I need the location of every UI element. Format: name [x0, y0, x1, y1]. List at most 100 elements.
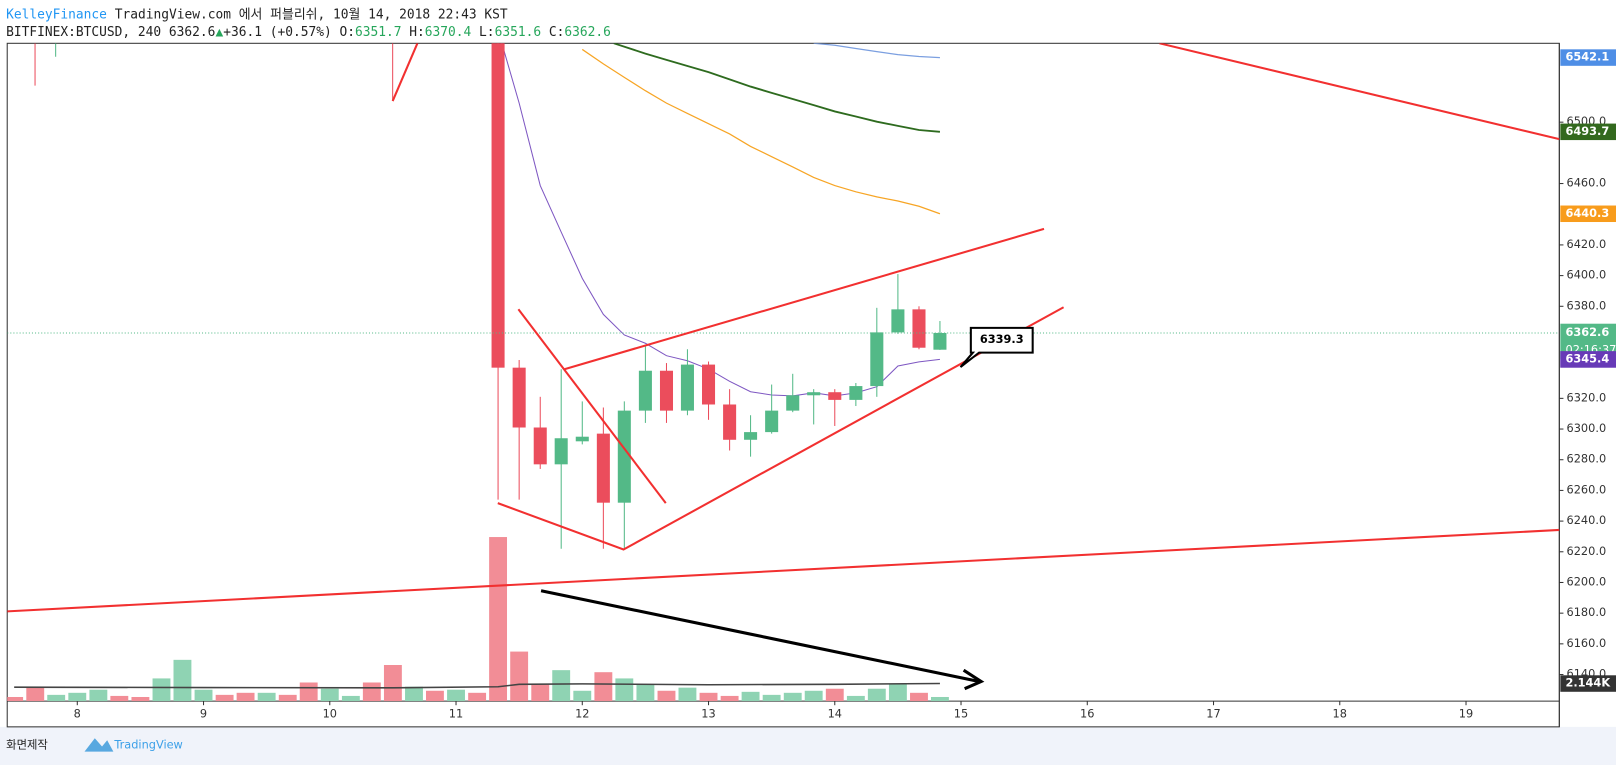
y-tick-label: 6180.0 [1567, 605, 1607, 619]
volume-bar [194, 689, 213, 702]
y-tick-label: 6460.0 [1567, 176, 1607, 190]
volume-bar [362, 682, 381, 702]
ma-tag-bg [1560, 123, 1616, 141]
footer-bar [0, 726, 1616, 765]
candle-body [554, 438, 568, 465]
price-tag: 6362.6 [1566, 325, 1610, 339]
ma-tag-front: 6345.4 [1566, 351, 1610, 365]
volume-bar [657, 690, 676, 702]
candle-body [807, 392, 821, 396]
volume-bar [531, 684, 550, 702]
arrow-head [962, 668, 985, 691]
x-tick-label: 9 [200, 706, 207, 720]
volume-bar [173, 659, 192, 702]
candle-body [680, 364, 694, 411]
candle-body [575, 436, 589, 442]
volume-bar [930, 696, 949, 702]
candle-body [638, 370, 652, 411]
y-tick-label: 6260.0 [1567, 482, 1607, 496]
candle-body [491, 43, 505, 368]
arrow-line [540, 589, 980, 684]
y-tick-label: 6300.0 [1567, 421, 1607, 435]
volume-bar [783, 692, 802, 702]
footer: 화면제작 TradingView [6, 737, 183, 752]
volume-bar [468, 692, 487, 702]
trend-line [517, 308, 667, 504]
candle-body [512, 367, 526, 428]
y-tick-label: 6280.0 [1567, 452, 1607, 466]
x-tick-label: 16 [1080, 706, 1094, 720]
o-label: O: [339, 24, 355, 39]
volume-bar [804, 690, 823, 702]
x-tick-label: 14 [828, 706, 842, 720]
candle-body [617, 410, 631, 503]
callout: 6339.3 [959, 326, 1034, 368]
volume-bar [320, 688, 339, 702]
volume-bar [699, 692, 718, 702]
trend-line [497, 306, 1065, 551]
volume-bar [47, 694, 66, 702]
y-tick-label: 6420.0 [1567, 237, 1607, 251]
volume-bar [510, 651, 529, 702]
ma-tag: 6493.7 [1566, 124, 1610, 138]
volume-bar [152, 678, 171, 702]
volume-bar [489, 537, 508, 702]
volume-bar [447, 689, 465, 702]
trend-line [564, 227, 1045, 371]
candle-body [702, 364, 716, 405]
volume-bar [26, 686, 45, 702]
x-tick-label: 10 [323, 706, 337, 720]
y-tick-label: 6200.0 [1567, 574, 1607, 588]
trend-line [391, 43, 419, 102]
volume-bar [910, 692, 928, 702]
h: 6370.4 [425, 24, 472, 39]
symbol: BITFINEX:BTCUSD, 240 [6, 24, 161, 39]
volume-bar [552, 670, 571, 702]
volume-bar [636, 684, 655, 702]
volume-tag: 2.144K [1566, 676, 1612, 690]
candle-body [891, 309, 905, 333]
c: 6362.6 [564, 24, 611, 39]
volume-bar [426, 690, 444, 702]
x-tick-label: 19 [1459, 706, 1473, 720]
header-line: KelleyFinance TradingView.com 에서 퍼블리쉬, 1… [6, 7, 508, 22]
volume-bar [383, 664, 402, 702]
volume-bar [405, 686, 423, 702]
logo [84, 738, 114, 752]
y-tick-label: 6220.0 [1567, 544, 1607, 558]
ma-tag-bg [1560, 205, 1616, 223]
volume-bar [678, 687, 697, 702]
volume-bar [762, 694, 781, 702]
ma-line [501, 43, 940, 397]
candle-body [870, 332, 884, 387]
candle-body [765, 410, 779, 433]
volume-bar [720, 695, 739, 702]
price: 6362.6 [169, 24, 216, 39]
trend-line [1159, 43, 1560, 141]
candle-body [912, 309, 926, 348]
drawings [7, 43, 1560, 691]
candle-body [849, 386, 863, 400]
volume-bar [846, 695, 865, 702]
footer-brand: TradingView [113, 737, 182, 751]
price-axis: 6140.06160.06180.06200.06220.06240.06260… [1559, 114, 1607, 681]
x-tick-label: 18 [1333, 706, 1347, 720]
volume-bar [573, 690, 592, 702]
candle-body [659, 370, 674, 411]
candle-body [533, 427, 547, 465]
volume-bar [278, 694, 297, 702]
volume-bar [236, 692, 255, 702]
candle-body [786, 395, 800, 411]
published: TradingView.com 에서 퍼블리쉬, 10월 14, 2018 22… [115, 7, 508, 22]
volume-bar [299, 682, 318, 702]
y-tick-label: 6400.0 [1567, 268, 1607, 282]
ma-tag: 6440.3 [1566, 206, 1610, 220]
volume-bar [825, 688, 844, 702]
volume-bar [131, 696, 150, 702]
ma-line [581, 48, 941, 215]
l-label: L: [479, 24, 495, 39]
change: +36.1 (+0.57%) [223, 24, 332, 39]
